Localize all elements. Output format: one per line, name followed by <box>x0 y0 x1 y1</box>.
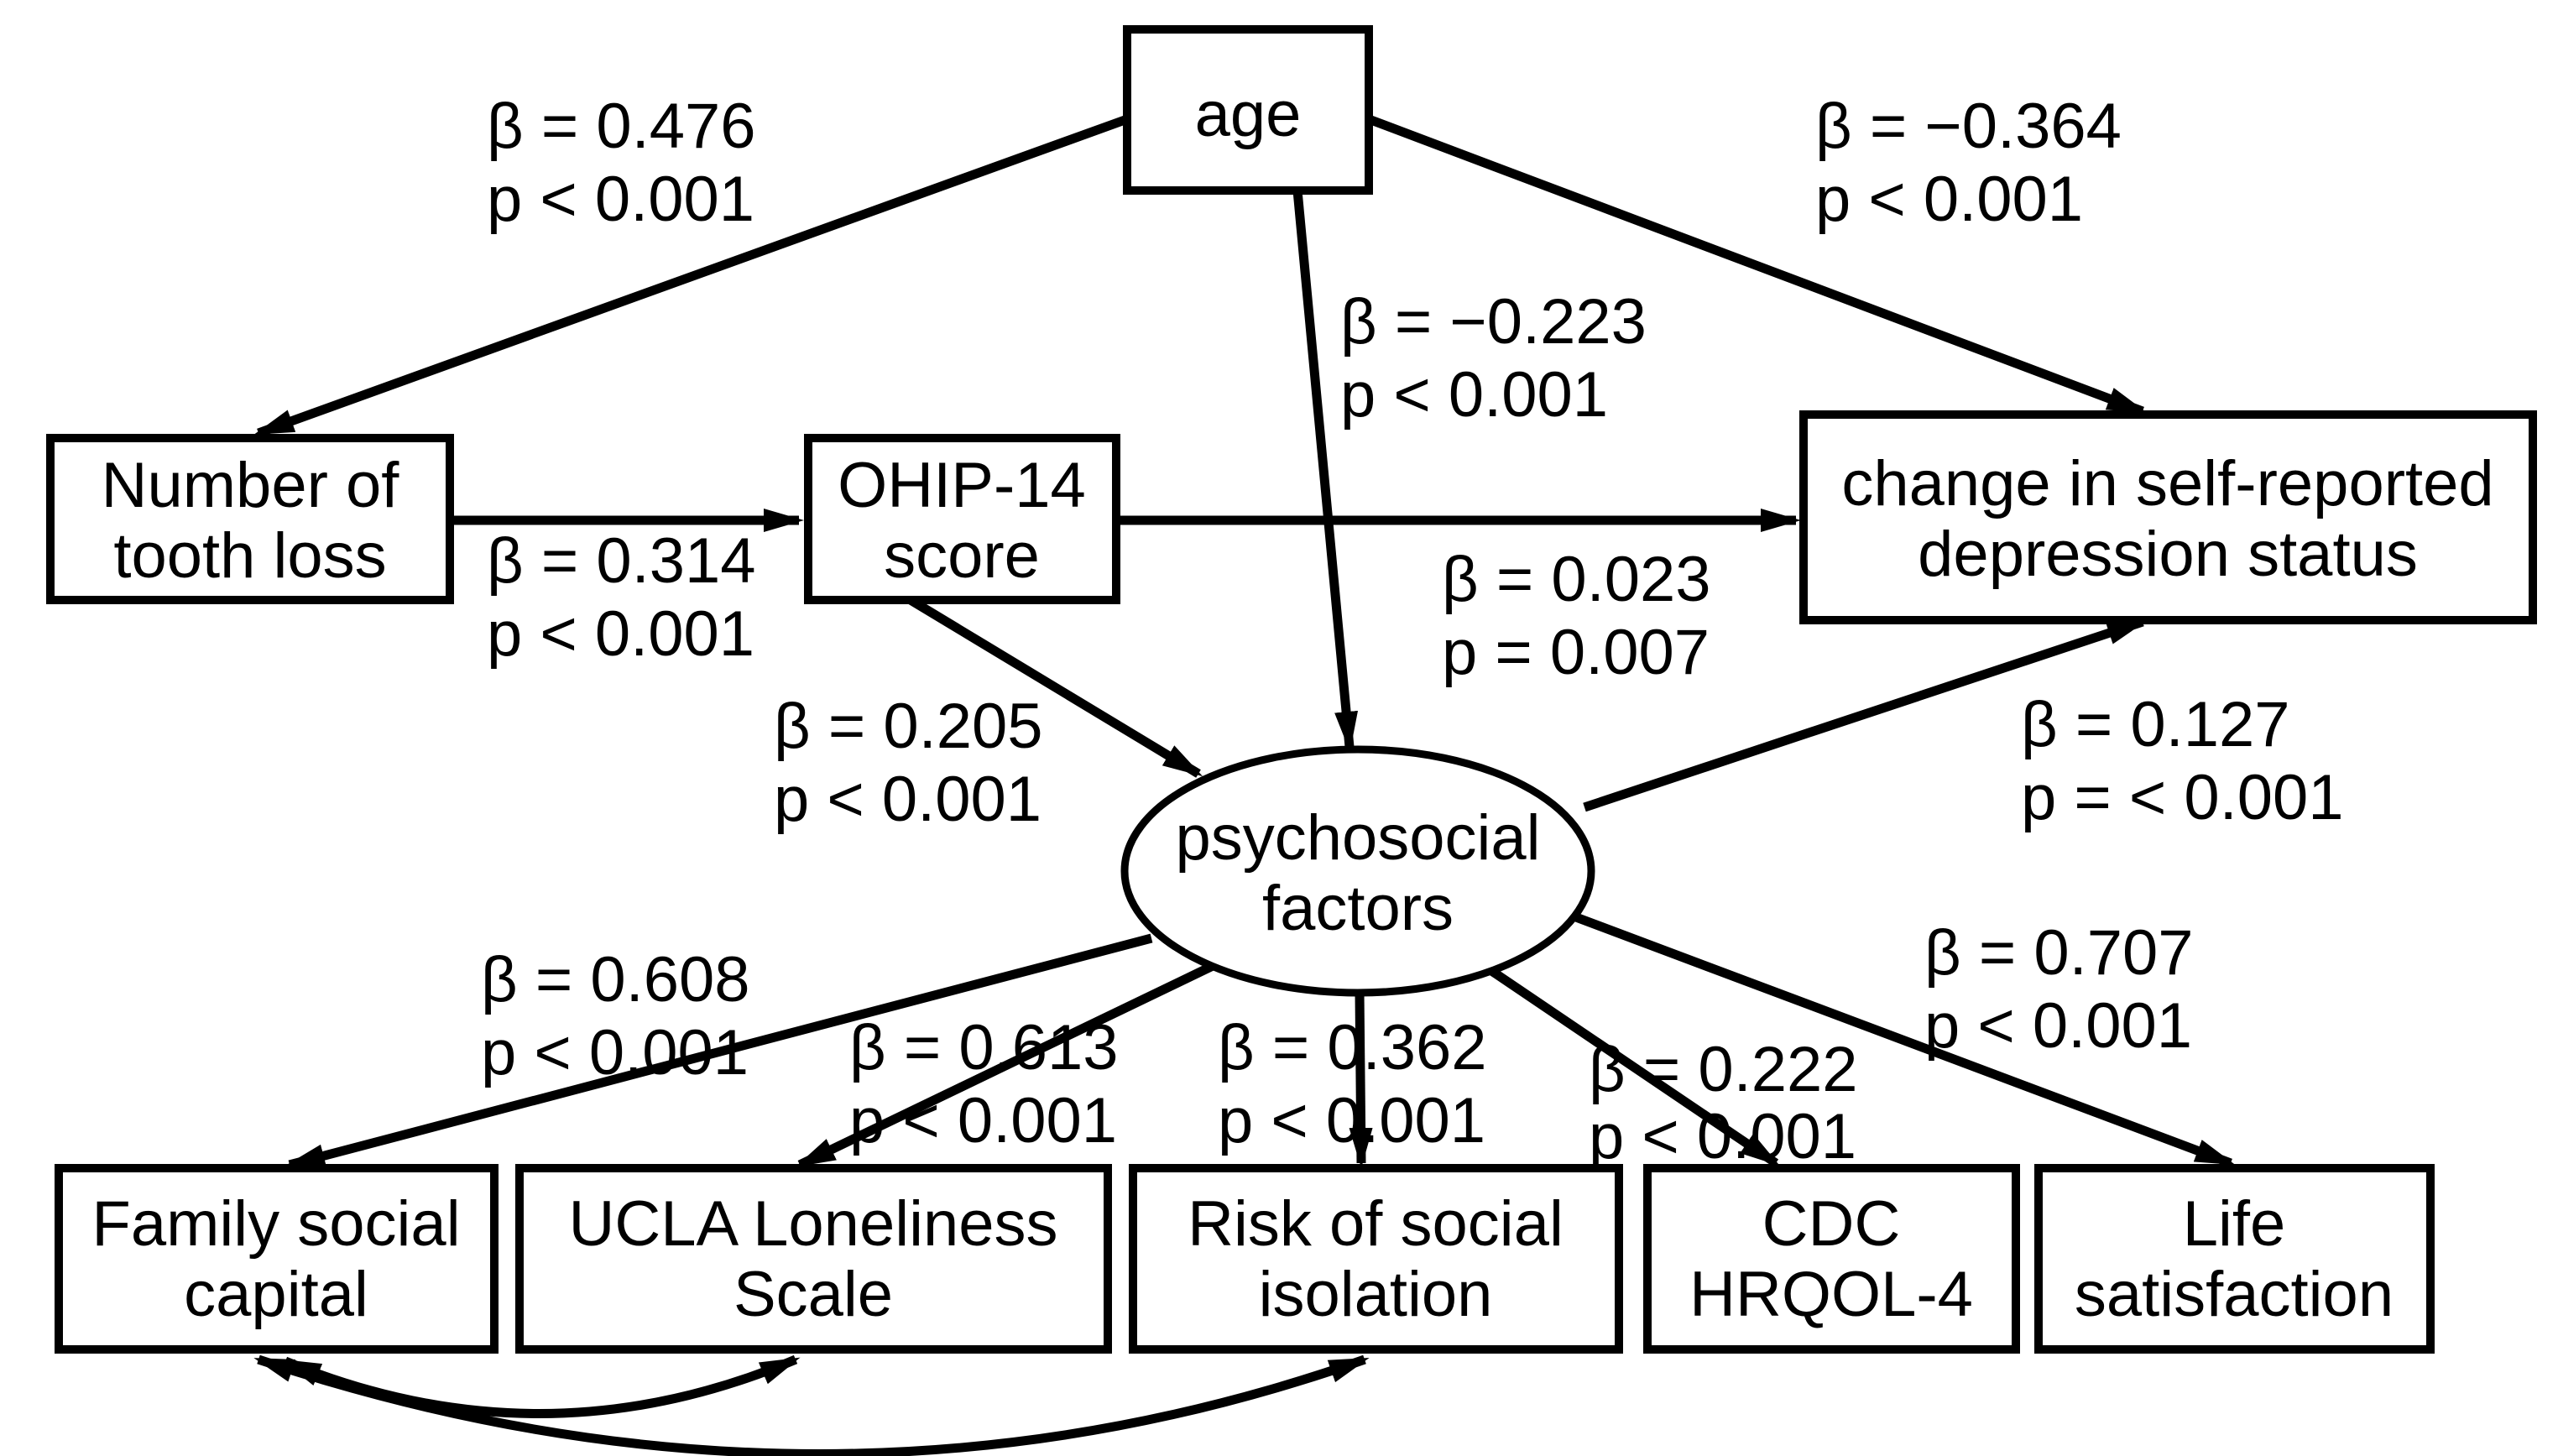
node-ohip-box <box>804 434 1120 604</box>
node-cdc-box <box>1643 1164 2020 1354</box>
label-psychosocial-depression-beta: β = 0.127 <box>2021 689 2290 760</box>
label-psychosocial-ucla-p: p < 0.001 <box>849 1085 1117 1156</box>
edges <box>253 114 2236 1456</box>
label-psychosocial-family-beta: β = 0.608 <box>481 944 750 1015</box>
node-toothloss-box <box>46 434 454 604</box>
label-psychosocial-risk-p: p < 0.001 <box>1218 1085 1485 1156</box>
edge-age-toothloss <box>253 114 1129 438</box>
node-age-label: age <box>1195 79 1302 150</box>
node-risk-label-line2: isolation <box>1259 1259 1493 1330</box>
node-family-label-line1: Family social <box>91 1188 460 1260</box>
node-toothloss-label-line1: Number of <box>102 450 400 521</box>
edge-psychosocial-life <box>1568 910 2236 1168</box>
node-ohip-label-line1: OHIP-14 <box>838 450 1086 521</box>
label-toothloss-ohip-p: p < 0.001 <box>487 598 754 670</box>
label-psychosocial-cdc-beta: β = 0.222 <box>1589 1034 1858 1105</box>
edge-psychosocial-ucla <box>795 961 1217 1169</box>
label-ohip-psychosocial-p: p < 0.001 <box>774 764 1041 835</box>
label-psychosocial-depression-p: p = < 0.001 <box>2021 762 2344 833</box>
label-psychosocial-family-p: p < 0.001 <box>481 1017 749 1088</box>
label-ohip-depression-p: p = 0.007 <box>1442 617 1710 688</box>
node-psychosocial-label-line2: factors <box>1262 873 1454 944</box>
edge-age-depression <box>1367 114 2148 416</box>
label-age-toothloss-p: p < 0.001 <box>487 164 754 235</box>
node-life-box <box>2034 1164 2435 1354</box>
edge-age-psychosocial <box>1292 190 1359 752</box>
label-psychosocial-life-p: p < 0.001 <box>1924 990 2192 1062</box>
node-psychosocial-label-line1: psychosocial <box>1175 802 1540 874</box>
label-psychosocial-ucla-beta: β = 0.613 <box>849 1012 1119 1083</box>
node-life-label-line2: satisfaction <box>2075 1259 2394 1330</box>
label-ohip-depression-beta: β = 0.023 <box>1442 544 1711 615</box>
label-age-psychosocial-p: p < 0.001 <box>1340 359 1608 431</box>
edge-psychosocial-depression <box>1583 617 2148 812</box>
edge-labels: β = 0.476 p < 0.001 β = −0.364 p < 0.001… <box>481 91 2344 1172</box>
edge-arc-family-risk <box>253 1354 1370 1456</box>
edge-psychosocial-cdc <box>1482 963 1780 1167</box>
node-toothloss-label-line2: tooth loss <box>113 520 386 592</box>
label-age-depression-p: p < 0.001 <box>1815 164 2083 235</box>
node-life-label-line1: Life <box>2183 1188 2286 1260</box>
label-age-toothloss-beta: β = 0.476 <box>487 91 756 162</box>
node-cdc-label-line1: CDC <box>1762 1188 1901 1260</box>
node-family-label-line2: capital <box>184 1259 368 1330</box>
node-depression-label-line1: change in self-reported <box>1841 448 2493 519</box>
node-depression-label-line2: depression status <box>1918 519 2418 590</box>
node-ucla-label-line2: Scale <box>733 1259 893 1330</box>
label-ohip-psychosocial-beta: β = 0.205 <box>774 691 1043 762</box>
node-risk-label-line1: Risk of social <box>1188 1188 1564 1260</box>
edge-psychosocial-family <box>285 933 1153 1170</box>
label-toothloss-ohip-beta: β = 0.314 <box>487 525 756 597</box>
nodes: age Number of tooth loss OHIP-14 score c… <box>46 25 2537 1354</box>
node-family-box <box>55 1164 499 1354</box>
label-psychosocial-risk-beta: β = 0.362 <box>1218 1012 1487 1083</box>
label-psychosocial-life-beta: β = 0.707 <box>1924 917 2194 989</box>
node-risk-box <box>1129 1164 1623 1354</box>
edge-ohip-psychosocial <box>908 596 1203 778</box>
node-cdc-label-line2: HRQOL-4 <box>1689 1259 1973 1330</box>
label-age-depression-beta: β = −0.364 <box>1815 91 2122 162</box>
label-age-psychosocial-beta: β = −0.223 <box>1340 286 1647 357</box>
edge-psychosocial-risk <box>1349 992 1373 1168</box>
node-psychosocial-ellipse <box>1120 745 1595 997</box>
node-depression-box <box>1799 410 2537 624</box>
label-psychosocial-cdc-p: p < 0.001 <box>1589 1101 1856 1172</box>
node-ohip-label-line2: score <box>884 520 1040 592</box>
node-age-box <box>1123 25 1373 195</box>
node-ucla-box <box>515 1164 1112 1354</box>
node-ucla-label-line1: UCLA Loneliness <box>568 1188 1057 1260</box>
